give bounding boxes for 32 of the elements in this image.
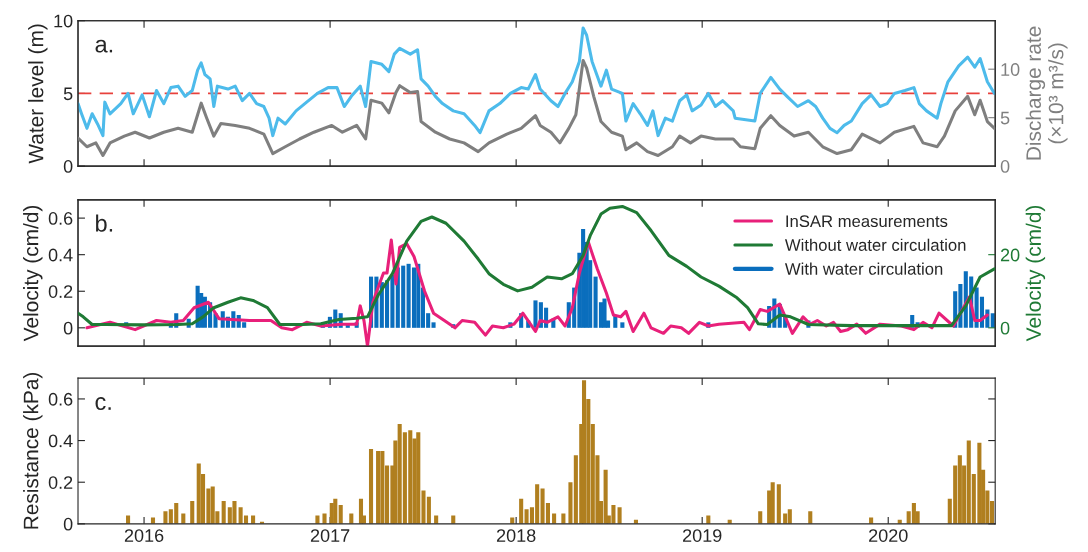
y2-tick-label: 0 [1000,321,1010,335]
legend-label: With water circulation [784,262,943,275]
y-axis-title: Resistance (kPa) [23,372,43,529]
x-tick-label: 2016 [124,529,164,542]
y2-tick-label: 0 [1000,160,1010,173]
y2-axis-title: Discharge rate (×10³ m³/s) [1025,26,1068,160]
y-tick-label: 0 [63,160,73,173]
y2-tick-label: 10 [1001,63,1020,76]
y-tick-label: 0.4 [48,248,73,262]
y2-tick-label: 5 [1000,111,1010,125]
annotation: c. [95,397,111,411]
x-tick-label: 2018 [496,529,536,542]
y-tick-label: 0.6 [48,392,73,406]
y-tick-label: 0.2 [48,285,73,298]
y2-tick-label: 20 [1000,248,1020,262]
x-tick-label: 2017 [310,529,350,542]
legend-label: Without water circulation [784,238,966,251]
y-tick-label: 5 [63,87,73,101]
y-axis-title: Water level (m) [28,24,48,164]
x-tick-label: 2020 [869,529,908,542]
y-tick-label: 0.2 [48,476,73,489]
y-tick-label: 0 [63,517,73,531]
y-tick-label: 0.4 [48,434,73,448]
y2-axis-title: Velocity (cm/d) [1025,205,1046,342]
annotation: b. [96,214,113,232]
x-tick-label: 2019 [683,529,722,542]
y-tick-label: 0 [63,321,73,335]
y-tick-label: 0.6 [48,212,73,225]
annotation: a. [95,39,113,53]
legend-label: InSAR measurements [786,215,948,228]
y-axis-title: Velocity (cm/d) [23,205,43,342]
y-tick-label: 10 [54,14,73,28]
